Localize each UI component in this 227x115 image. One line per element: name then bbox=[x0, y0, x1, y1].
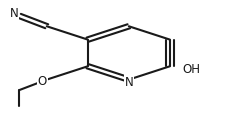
Text: N: N bbox=[10, 7, 18, 20]
Text: N: N bbox=[124, 76, 133, 89]
Text: O: O bbox=[37, 75, 47, 88]
Text: OH: OH bbox=[182, 62, 200, 75]
